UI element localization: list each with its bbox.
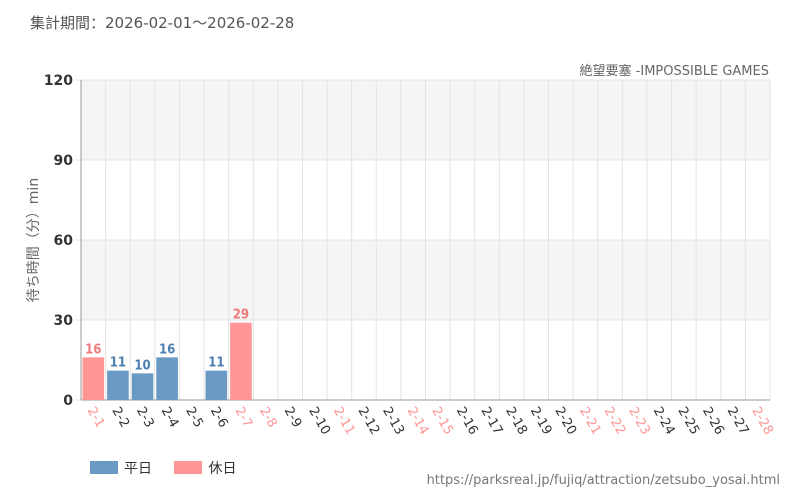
y-tick-label: 120 (44, 73, 73, 89)
bar-value-label: 10 (134, 358, 150, 373)
collection-period: 集計期間：2026-02-01～2026-02-28 (30, 14, 295, 32)
x-tick-label: 2-27 (724, 405, 752, 438)
x-tick-label: 2-8 (256, 405, 280, 431)
x-tick-label: 2-28 (748, 405, 776, 438)
x-tick-label: 2-3 (133, 405, 157, 431)
chart-title: 絶望要塞 -IMPOSSIBLE GAMES (579, 64, 769, 79)
bar (230, 322, 252, 400)
y-tick-label: 0 (63, 393, 73, 409)
x-tick-label: 2-18 (502, 405, 530, 438)
bar (131, 373, 154, 400)
bar-value-label: 11 (110, 356, 126, 371)
legend-label-weekday: 平日 (124, 461, 152, 477)
y-tick-label: 60 (54, 233, 74, 249)
y-tick-label: 30 (54, 313, 74, 329)
bar (156, 357, 178, 400)
weekday-swatch (90, 461, 118, 474)
x-tick-label: 2-26 (699, 405, 727, 438)
legend: 平日 休日 (90, 458, 254, 478)
x-tick-label: 2-7 (231, 405, 255, 431)
x-tick-label: 2-21 (576, 405, 604, 438)
x-tick-label: 2-24 (650, 405, 678, 438)
x-tick-label: 2-22 (601, 405, 629, 438)
x-tick-label: 2-14 (404, 405, 432, 438)
x-tick-label: 2-10 (305, 405, 333, 438)
x-tick-label: 2-25 (674, 405, 702, 438)
bar (82, 357, 105, 400)
bar (107, 370, 129, 400)
x-tick-label: 2-6 (207, 405, 231, 431)
x-tick-label: 2-16 (453, 405, 481, 438)
x-tick-label: 2-23 (625, 405, 653, 438)
legend-item-weekday: 平日 (90, 458, 152, 478)
source-url[interactable]: https://parksreal.jp/fujiq/attraction/ze… (426, 473, 780, 488)
x-tick-label: 2-19 (527, 405, 555, 438)
x-tick-label: 2-20 (551, 405, 579, 438)
bar-value-label: 29 (233, 308, 249, 323)
x-tick-label: 2-15 (428, 405, 456, 438)
bar-value-label: 11 (208, 356, 224, 371)
x-tick-label: 2-17 (478, 405, 506, 438)
x-tick-label: 2-11 (330, 405, 358, 438)
bar (205, 370, 228, 400)
x-tick-label: 2-12 (355, 405, 383, 438)
x-tick-label: 2-4 (158, 405, 182, 431)
x-tick-label: 2-1 (84, 405, 108, 431)
legend-item-holiday: 休日 (174, 458, 236, 478)
x-tick-label: 2-5 (182, 405, 206, 431)
x-tick-label: 2-2 (108, 405, 132, 431)
x-tick-label: 2-9 (281, 405, 305, 431)
bar-value-label: 16 (85, 342, 101, 357)
bar-value-label: 16 (159, 342, 175, 357)
holiday-swatch (174, 461, 203, 474)
x-tick-label: 2-13 (379, 405, 407, 438)
y-tick-label: 90 (54, 153, 74, 169)
legend-label-holiday: 休日 (208, 461, 237, 477)
